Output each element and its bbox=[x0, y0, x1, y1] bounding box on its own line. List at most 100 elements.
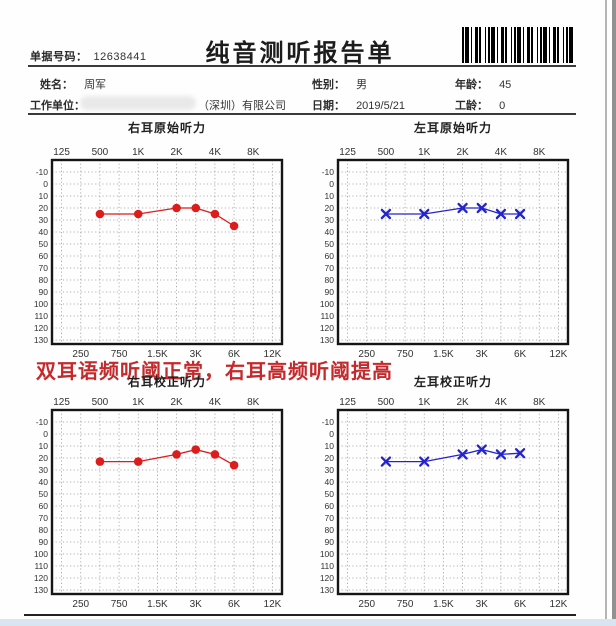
company-label: 工作单位： bbox=[30, 100, 85, 112]
scan-edge-line bbox=[605, 0, 607, 626]
name-label: 姓名： bbox=[40, 79, 73, 91]
svg-text:-10: -10 bbox=[322, 417, 335, 427]
svg-text:250: 250 bbox=[358, 599, 375, 610]
svg-text:3K: 3K bbox=[476, 599, 489, 610]
svg-text:2K: 2K bbox=[456, 397, 469, 408]
svg-text:0: 0 bbox=[43, 179, 48, 189]
doc-number-value: 12638441 bbox=[93, 51, 147, 63]
svg-text:3K: 3K bbox=[476, 349, 489, 360]
svg-text:12K: 12K bbox=[264, 349, 282, 360]
svg-text:20: 20 bbox=[39, 203, 49, 213]
svg-text:500: 500 bbox=[92, 147, 109, 158]
svg-text:0: 0 bbox=[329, 179, 334, 189]
svg-text:2K: 2K bbox=[170, 397, 183, 408]
audiogram-left-ear-corrected: -10 0 10 20 30 40 50 60 70 80 90 100 110 120 130 125 250… bbox=[320, 397, 570, 610]
svg-text:40: 40 bbox=[39, 477, 49, 487]
svg-text:6K: 6K bbox=[514, 599, 527, 610]
chart-title-left-original: 左耳原始听力 bbox=[413, 121, 492, 135]
age-label: 年龄： bbox=[455, 79, 488, 91]
svg-text:60: 60 bbox=[39, 501, 49, 511]
audiogram-left-ear-original: -10 0 10 20 30 40 50 60 70 80 90 100 110 120 130 125 250… bbox=[320, 147, 570, 360]
svg-text:-10: -10 bbox=[36, 167, 49, 177]
svg-text:120: 120 bbox=[320, 323, 334, 333]
company-visible-text: （深圳）有限公司 bbox=[198, 100, 286, 112]
svg-text:4K: 4K bbox=[209, 397, 222, 408]
svg-text:1K: 1K bbox=[418, 397, 431, 408]
date-value: 2019/5/21 bbox=[356, 100, 405, 112]
svg-text:40: 40 bbox=[39, 227, 49, 237]
svg-text:130: 130 bbox=[34, 585, 48, 595]
svg-text:50: 50 bbox=[325, 489, 335, 499]
svg-text:-10: -10 bbox=[322, 167, 335, 177]
name-value: 周军 bbox=[84, 79, 107, 91]
gender-label: 性别： bbox=[312, 79, 345, 91]
svg-text:130: 130 bbox=[34, 335, 48, 345]
svg-text:750: 750 bbox=[397, 349, 414, 360]
svg-text:120: 120 bbox=[34, 323, 48, 333]
svg-text:80: 80 bbox=[325, 525, 335, 535]
header-divider-bottom bbox=[28, 113, 576, 115]
work-years-label: 工龄： bbox=[455, 100, 488, 112]
svg-text:1.5K: 1.5K bbox=[147, 349, 168, 360]
svg-text:1K: 1K bbox=[132, 147, 145, 158]
svg-text:110: 110 bbox=[34, 311, 48, 321]
svg-text:2K: 2K bbox=[170, 147, 183, 158]
svg-text:100: 100 bbox=[34, 549, 48, 559]
svg-text:100: 100 bbox=[34, 299, 48, 309]
svg-text:90: 90 bbox=[325, 537, 335, 547]
svg-text:110: 110 bbox=[320, 561, 334, 571]
barcode-icon bbox=[462, 27, 574, 63]
field-company: 工作单位： bbox=[30, 97, 85, 113]
svg-text:1K: 1K bbox=[418, 147, 431, 158]
svg-text:1.5K: 1.5K bbox=[147, 599, 168, 610]
chart-title-left-corrected: 左耳校正听力 bbox=[413, 375, 492, 389]
svg-text:110: 110 bbox=[320, 311, 334, 321]
doc-number-label: 单据号码： bbox=[30, 51, 88, 63]
field-age: 年龄： 45 bbox=[455, 76, 511, 92]
svg-text:40: 40 bbox=[325, 227, 335, 237]
gender-value: 男 bbox=[356, 79, 368, 91]
svg-text:125: 125 bbox=[339, 397, 356, 408]
svg-text:10: 10 bbox=[325, 191, 335, 201]
svg-text:1.5K: 1.5K bbox=[433, 349, 454, 360]
svg-text:20: 20 bbox=[325, 203, 335, 213]
svg-text:1K: 1K bbox=[132, 397, 145, 408]
svg-text:110: 110 bbox=[34, 561, 48, 571]
scan-page-edge bbox=[612, 0, 616, 626]
page-title: 纯音测听报告单 bbox=[205, 41, 395, 67]
svg-text:3K: 3K bbox=[190, 599, 203, 610]
svg-text:50: 50 bbox=[325, 239, 335, 249]
svg-text:50: 50 bbox=[39, 239, 49, 249]
svg-text:750: 750 bbox=[111, 599, 128, 610]
svg-text:500: 500 bbox=[92, 397, 109, 408]
svg-text:10: 10 bbox=[39, 191, 49, 201]
svg-text:1.5K: 1.5K bbox=[433, 599, 454, 610]
svg-text:80: 80 bbox=[39, 275, 49, 285]
svg-text:125: 125 bbox=[53, 397, 70, 408]
svg-text:130: 130 bbox=[320, 585, 334, 595]
svg-text:3K: 3K bbox=[190, 349, 203, 360]
svg-text:120: 120 bbox=[320, 573, 334, 583]
svg-text:30: 30 bbox=[325, 465, 335, 475]
svg-text:6K: 6K bbox=[228, 599, 241, 610]
svg-text:4K: 4K bbox=[495, 147, 508, 158]
svg-text:750: 750 bbox=[111, 349, 128, 360]
svg-text:10: 10 bbox=[325, 441, 335, 451]
header-divider-top bbox=[28, 65, 576, 67]
svg-text:250: 250 bbox=[358, 349, 375, 360]
svg-text:90: 90 bbox=[325, 287, 335, 297]
svg-text:30: 30 bbox=[325, 215, 335, 225]
svg-text:4K: 4K bbox=[495, 397, 508, 408]
svg-text:80: 80 bbox=[325, 275, 335, 285]
svg-text:8K: 8K bbox=[533, 147, 546, 158]
chart-title-right-original: 右耳原始听力 bbox=[127, 121, 206, 135]
svg-text:12K: 12K bbox=[264, 599, 282, 610]
svg-text:0: 0 bbox=[329, 429, 334, 439]
svg-text:125: 125 bbox=[339, 147, 356, 158]
svg-text:12K: 12K bbox=[550, 349, 568, 360]
svg-text:20: 20 bbox=[39, 453, 49, 463]
scan-bottom-strip bbox=[0, 619, 616, 626]
chart-title-right-corrected: 右耳校正听力 bbox=[127, 375, 206, 389]
company-redacted-blob bbox=[80, 96, 196, 110]
